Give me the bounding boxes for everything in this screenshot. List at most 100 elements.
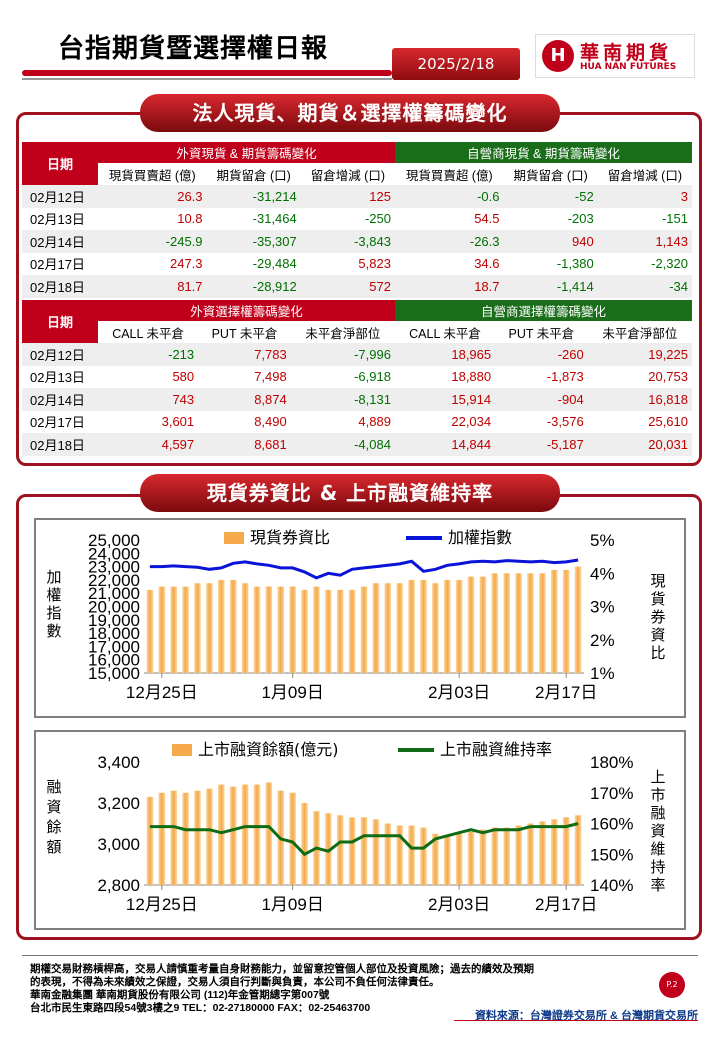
bar [348, 817, 356, 885]
y-left-tick: 3,000 [97, 835, 140, 854]
bar [325, 813, 332, 885]
table-cell: -34 [597, 275, 692, 298]
bar [396, 825, 403, 885]
options-chip-table: 日期 外資選擇權籌碼變化 自營商選擇權籌碼變化 CALL 未平倉 PUT 未平倉 未… [22, 300, 692, 456]
column-header: 現貨買賣超 (億) [108, 168, 196, 183]
date-header: 日期 [22, 300, 98, 343]
table-row: 02月12日 26.3 -31,214 125 -0.6 -52 3 [22, 185, 692, 208]
table-cell: -245.9 [98, 230, 207, 253]
bar [455, 579, 463, 673]
bar [551, 569, 558, 673]
y-right-tick: 170% [590, 784, 633, 803]
title-underline-shadow [22, 78, 392, 80]
bar [432, 583, 439, 673]
bar [206, 583, 213, 673]
bar [218, 579, 225, 673]
x-tick-label: 2月17日 [535, 683, 597, 702]
y-right-tick: 140% [590, 876, 633, 895]
table-cell: -5,187 [495, 433, 588, 456]
table-cell: 4,889 [290, 410, 395, 433]
bar [420, 579, 427, 673]
bar [432, 833, 439, 885]
svg-text:加: 加 [46, 568, 61, 586]
table-cell: 743 [98, 388, 199, 411]
x-tick-label: 2月17日 [535, 895, 597, 914]
column-header: 留倉增減 (口) [310, 168, 386, 183]
chart2-box: 2,800 3,000 3,200 3,400 140% 150% 160% 170% 180%… [34, 730, 686, 930]
bar [289, 586, 296, 673]
table-cell: -7,996 [290, 343, 395, 366]
chart1-box: 15,000 16,000 17,000 18,000 19,000 20,000 21,0… [34, 518, 686, 718]
table-row: 02月13日 10.8 -31,464 -250 54.5 -203 -151 [22, 207, 692, 230]
report-date: 2025/2/18 [392, 48, 520, 80]
series-line [149, 822, 579, 857]
bar [182, 792, 189, 885]
table-cell: 18,880 [394, 365, 496, 388]
y-left-tick: 25,000 [88, 531, 140, 550]
svg-text:資: 資 [650, 822, 665, 840]
bar [479, 576, 487, 673]
bar [467, 576, 475, 673]
y-left-tick: 21,000 [88, 584, 140, 603]
table-cell: -6,918 [290, 365, 395, 388]
column-header: 期貨留倉 (口) [513, 168, 588, 183]
table-row: 02月14日 743 8,874 -8,131 15,914 -904 16,818 [22, 388, 692, 411]
table-cell: -203 [503, 207, 598, 230]
bar [539, 573, 546, 673]
svg-text:率: 率 [650, 876, 665, 894]
table-cell: -1,414 [503, 275, 598, 298]
bar [229, 786, 237, 885]
bar [265, 586, 273, 673]
table-cell: -35,307 [206, 230, 301, 253]
y-left-title: 加權指數 [46, 568, 61, 640]
y-right-tick: 150% [590, 845, 633, 864]
bar [515, 825, 522, 885]
table-cell: 18.7 [394, 275, 504, 298]
disclaimer-line-2: 的表現，不得為未來績效之保證，交易人須自行判斷與負責，本公司不負任何法律責任。 [30, 976, 440, 988]
data-source: 資料來源：台灣證券交易所 & 台灣期貨交易所 [474, 1010, 698, 1022]
y-right-title: 上市融資維持率 [650, 768, 665, 894]
bar [539, 821, 546, 885]
dealer-option-group-header: 自營商選擇權籌碼變化 [394, 300, 692, 321]
y-left-tick: 19,000 [88, 611, 140, 630]
date-header: 日期 [22, 142, 98, 185]
x-tick-label: 1月09日 [261, 683, 323, 702]
legend-bar-swatch [172, 744, 192, 756]
column-header: 未平倉淨部位 [305, 326, 381, 341]
row-date: 02月17日 [22, 410, 98, 433]
y-left-tick: 3,400 [97, 753, 140, 772]
y-right-tick: 1% [590, 664, 615, 683]
dealer-group-header: 自營商現貨 & 期貨籌碼變化 [394, 142, 692, 163]
futures-chip-table: 日期 外資現貨 & 期貨籌碼變化 自營商現貨 & 期貨籌碼變化 現貨買賣超 (億… [22, 142, 692, 298]
bar [277, 586, 285, 673]
y-right-tick: 160% [590, 815, 633, 834]
table-row: 02月17日 3,601 8,490 4,889 22,034 -3,576 25,610 [22, 410, 692, 433]
table-cell: -1,873 [495, 365, 588, 388]
bar [467, 831, 475, 885]
row-date: 02月14日 [22, 388, 98, 411]
bar [408, 579, 415, 673]
row-date: 02月17日 [22, 252, 98, 275]
bar [348, 589, 356, 673]
column-header: 現貨買賣超 (億) [405, 168, 493, 183]
table-cell: 16,818 [587, 388, 692, 411]
bar [372, 819, 380, 885]
report-title: 台指期貨暨選擇權日報 [58, 34, 329, 64]
svg-text:餘: 餘 [46, 818, 61, 836]
table-cell: 8,681 [198, 433, 291, 456]
bar [360, 586, 368, 673]
column-header: 期貨留倉 (口) [216, 168, 291, 183]
svg-text:資: 資 [46, 798, 61, 816]
bar [325, 589, 332, 673]
table-cell: 20,753 [587, 365, 692, 388]
x-tick-label: 1月09日 [261, 895, 323, 914]
y-left-tick: 18,000 [88, 624, 140, 643]
bar [443, 835, 451, 885]
bar [289, 792, 296, 885]
source-underline [454, 1020, 698, 1021]
table-cell: -0.6 [394, 185, 504, 208]
x-tick-label: 2月03日 [428, 895, 490, 914]
company-address: 台北市民生東路四段54號3樓之9 TEL：02-27180000 FAX：02-… [30, 1002, 371, 1014]
svg-text:融: 融 [650, 804, 665, 822]
table-cell: 18,965 [394, 343, 496, 366]
